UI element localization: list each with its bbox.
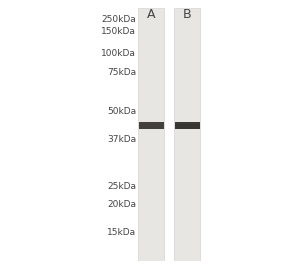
Bar: [175, 122, 200, 129]
Text: 100kDa: 100kDa: [101, 49, 136, 58]
Text: 15kDa: 15kDa: [107, 228, 136, 237]
Bar: [138, 8, 164, 261]
Text: 250kDa: 250kDa: [101, 15, 136, 24]
Text: 37kDa: 37kDa: [107, 135, 136, 144]
Text: 50kDa: 50kDa: [107, 107, 136, 116]
Text: 25kDa: 25kDa: [107, 182, 136, 191]
Text: B: B: [183, 8, 192, 21]
Bar: [174, 8, 200, 261]
Text: 75kDa: 75kDa: [107, 68, 136, 77]
Text: 150kDa: 150kDa: [101, 27, 136, 36]
Text: A: A: [147, 8, 155, 21]
Bar: [139, 122, 164, 129]
Bar: [175, 122, 200, 124]
Bar: [139, 122, 164, 124]
Text: 20kDa: 20kDa: [107, 200, 136, 209]
